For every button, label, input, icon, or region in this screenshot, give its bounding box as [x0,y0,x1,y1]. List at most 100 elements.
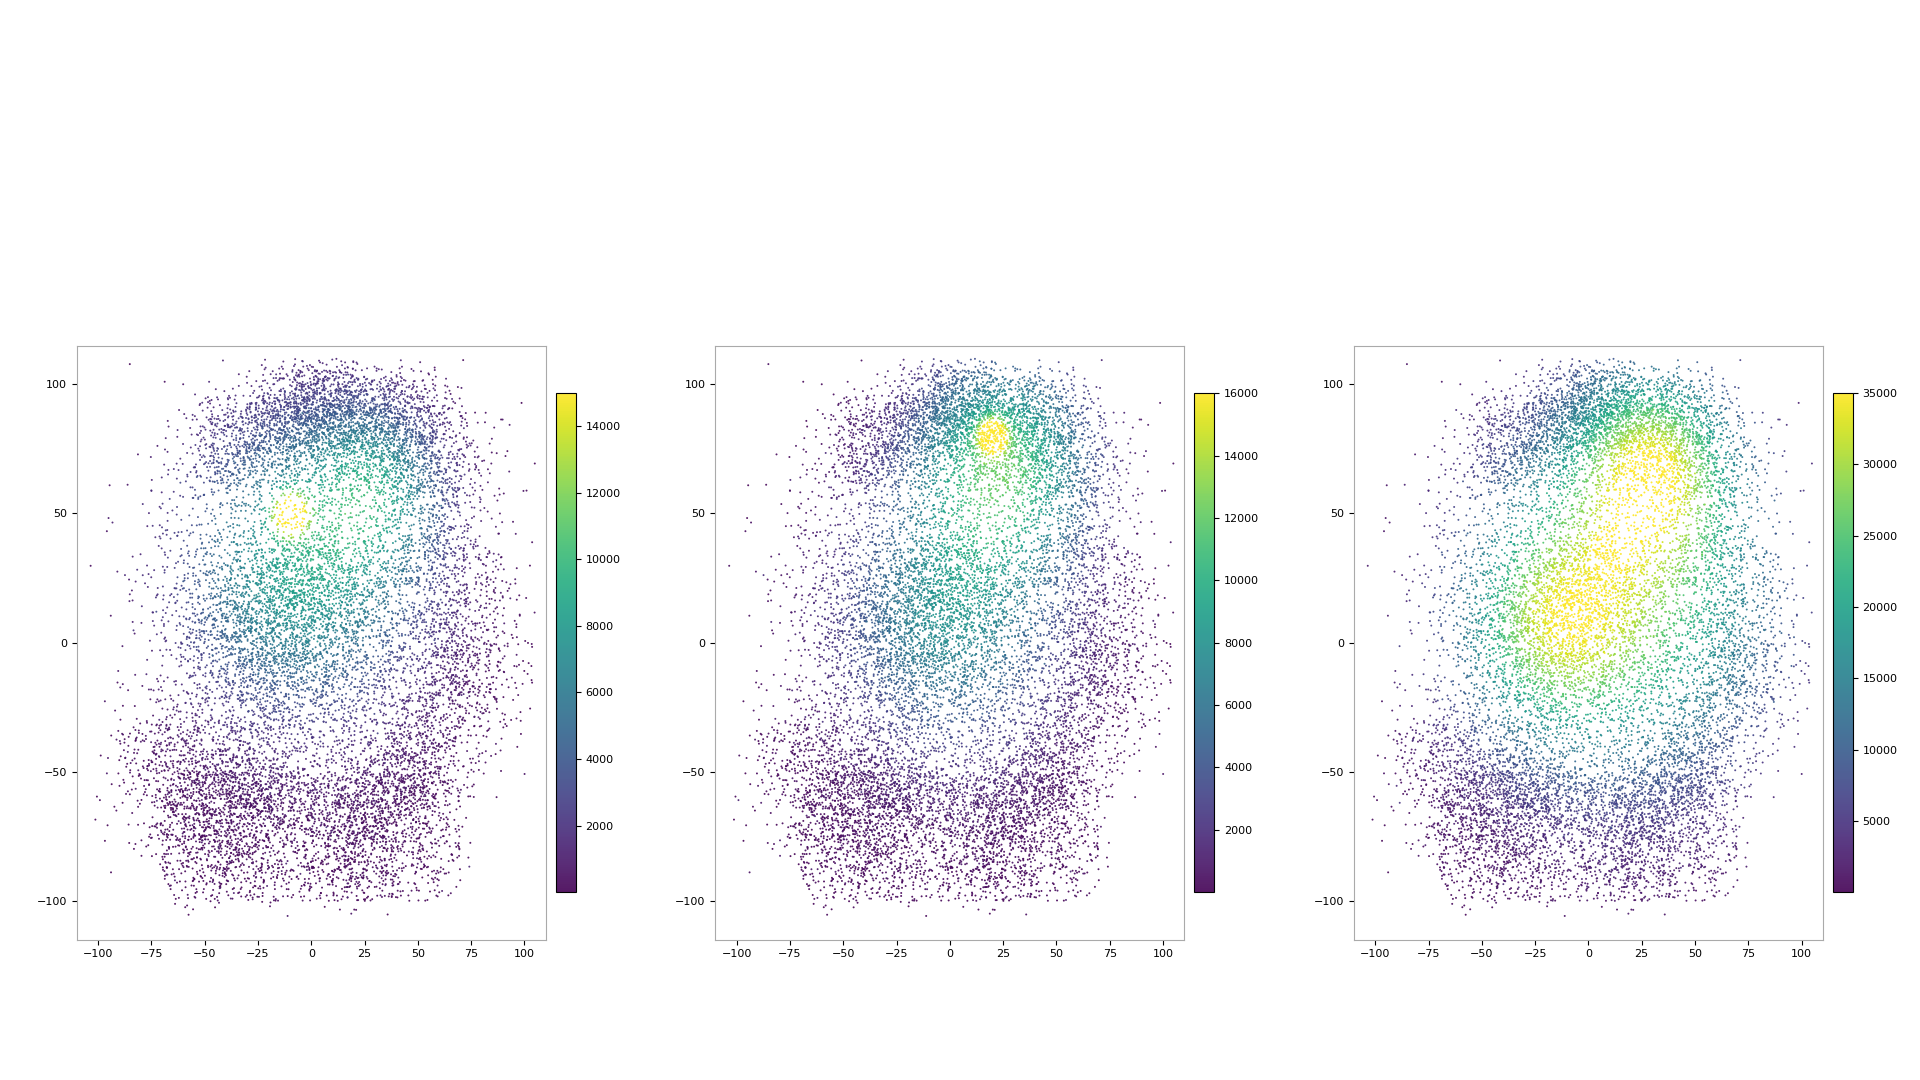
Point [1551,591,1582,608]
Point [1620,561,1651,578]
Point [186,792,217,809]
Point [242,532,273,550]
Point [991,853,1021,870]
Point [810,798,841,815]
Point [826,839,856,856]
Point [1100,666,1131,684]
Point [136,743,167,760]
Point [996,827,1027,845]
Point [1494,880,1524,897]
Point [1092,858,1123,875]
Point [1465,548,1496,565]
Point [1058,604,1089,621]
Point [918,413,948,430]
Point [900,527,931,544]
Point [413,783,444,800]
Point [1041,613,1071,631]
Point [1667,672,1697,689]
Point [1008,503,1039,521]
Point [1092,595,1123,612]
Point [858,818,889,835]
Point [294,481,324,498]
Point [1693,460,1724,477]
Point [1507,610,1538,627]
Point [1576,449,1607,467]
Point [1455,812,1486,829]
Point [899,692,929,710]
Point [298,579,328,596]
Point [972,831,1002,848]
Point [1565,892,1596,909]
Point [799,735,829,753]
Point [194,788,225,806]
Point [415,463,445,481]
Point [1655,730,1686,747]
Point [280,429,311,446]
Point [415,656,445,673]
Point [799,798,829,815]
Point [981,416,1012,433]
Point [1693,726,1724,743]
Point [349,469,380,486]
Point [918,826,948,843]
Point [958,800,989,818]
Point [1415,745,1446,762]
Point [1544,537,1574,554]
Point [1548,621,1578,638]
Point [219,822,250,839]
Point [213,849,244,866]
Point [1649,800,1680,818]
Point [342,467,372,484]
Point [1651,463,1682,481]
Point [305,461,336,478]
Point [271,568,301,585]
Point [129,759,159,777]
Point [276,473,307,490]
Point [386,465,417,483]
Point [1450,565,1480,582]
Point [1064,404,1094,421]
Point [998,495,1029,512]
Point [1672,752,1703,769]
Point [1488,766,1519,783]
Point [1114,680,1144,698]
Point [449,645,480,662]
Point [282,596,313,613]
Point [1027,481,1058,498]
Point [1455,664,1486,681]
Point [806,786,837,804]
Point [1081,457,1112,474]
Point [1651,764,1682,781]
Point [250,429,280,446]
Point [278,468,309,485]
Point [895,658,925,675]
Point [870,836,900,853]
Point [887,394,918,411]
Point [1542,496,1572,513]
Point [246,640,276,658]
Point [311,618,342,635]
Point [140,815,171,833]
Point [313,578,344,595]
Point [380,427,411,444]
Point [273,553,303,570]
Point [378,380,409,397]
Point [1035,793,1066,810]
Point [1574,640,1605,658]
Point [1630,772,1661,789]
Point [290,834,321,851]
Point [866,449,897,467]
Point [1544,468,1574,485]
Point [1580,428,1611,445]
Point [1006,453,1037,470]
Point [1490,832,1521,849]
Point [365,528,396,545]
Point [1066,491,1096,509]
Point [1004,484,1035,501]
Point [1021,415,1052,432]
Point [1077,737,1108,754]
Point [1582,476,1613,494]
Point [1584,478,1615,496]
Point [1046,606,1077,623]
Point [1091,636,1121,653]
